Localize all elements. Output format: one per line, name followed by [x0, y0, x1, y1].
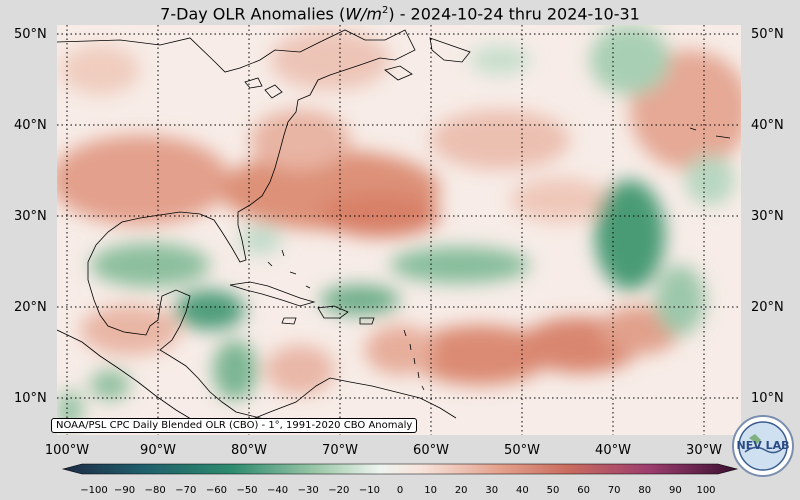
great-lakes	[244, 77, 283, 99]
colorbar-tick-label: 50	[546, 485, 560, 496]
nev-lab-logo: NEV LAB	[732, 415, 794, 477]
lon-label-40w: 40°W	[595, 443, 631, 458]
graticule	[57, 25, 741, 435]
lon-label-90w: 90°W	[140, 443, 176, 458]
colorbar-tick-label: −50	[236, 485, 258, 496]
colorbar-tick-label: −10	[358, 485, 380, 496]
hispaniola-coast	[317, 305, 349, 319]
lat-label-right-50: 50°N	[751, 27, 784, 42]
lat-label-right-30: 30°N	[751, 209, 784, 224]
colorbar-tick-label: −30	[297, 485, 319, 496]
nova-scotia	[384, 65, 413, 81]
lat-label-left-10: 10°N	[14, 391, 47, 406]
lon-label-100w: 100°W	[44, 443, 90, 458]
jamaica-coast	[281, 317, 297, 325]
lat-label-left-40: 40°N	[14, 118, 47, 133]
lat-label-right-40: 40°N	[751, 118, 784, 133]
colorbar-tick-label: 0	[396, 485, 404, 496]
bermuda-azores	[689, 127, 731, 139]
colorbar-tick-label: −70	[175, 485, 197, 496]
lat-label-left-20: 20°N	[14, 300, 47, 315]
colorbar-tick-label: 100	[696, 485, 716, 496]
greenland-newfoundland	[429, 37, 471, 63]
lat-label-right-20: 20°N	[751, 300, 784, 315]
south-america-coast	[249, 377, 457, 421]
bahamas	[267, 249, 311, 289]
colorbar-tick-label: −40	[267, 485, 289, 496]
svg-text:NEV LAB: NEV LAB	[737, 439, 790, 452]
anomaly-field	[57, 25, 741, 430]
colorbar-tick-label: 10	[424, 485, 437, 496]
colorbar-tick-label: 70	[607, 485, 621, 496]
colorbar-tick-label: 80	[638, 485, 652, 496]
lon-label-80w: 80°W	[231, 443, 267, 458]
colorbar-tick-label: 60	[577, 485, 590, 496]
data-attribution: NOAA/PSL CPC Daily Blended OLR (CBO) - 1…	[51, 418, 418, 433]
lon-label-30w: 30°W	[686, 443, 722, 458]
colorbar	[61, 463, 739, 475]
colorbar-tick-label: −90	[114, 485, 136, 496]
lesser-antilles	[403, 329, 425, 391]
colorbar-tick-label: −100	[80, 485, 108, 496]
north-america-east-coast	[57, 29, 416, 421]
colorbar-body	[61, 463, 739, 475]
lat-label-left-30: 30°N	[14, 209, 47, 224]
lon-label-70w: 70°W	[322, 443, 358, 458]
map-title: 7-Day OLR Anomalies (W/m2) - 2024-10-24 …	[160, 4, 640, 24]
colorbar-tick-label: 40	[516, 485, 529, 496]
colorbar-tick-label: −20	[328, 485, 350, 496]
colorbar-tick-label: 20	[454, 485, 468, 496]
lon-label-50w: 50°W	[504, 443, 540, 458]
colorbar-tick-label: 90	[669, 485, 682, 496]
colorbar-tick-label: −60	[205, 485, 227, 496]
lat-label-right-10: 10°N	[751, 391, 784, 406]
puerto-rico-coast	[359, 317, 375, 325]
colorbar-tick-label: 30	[485, 485, 499, 496]
lon-label-60w: 60°W	[413, 443, 449, 458]
cuba-coast	[229, 281, 316, 307]
colorbar-tick-label: −80	[144, 485, 166, 496]
lat-label-left-50: 50°N	[14, 27, 47, 42]
